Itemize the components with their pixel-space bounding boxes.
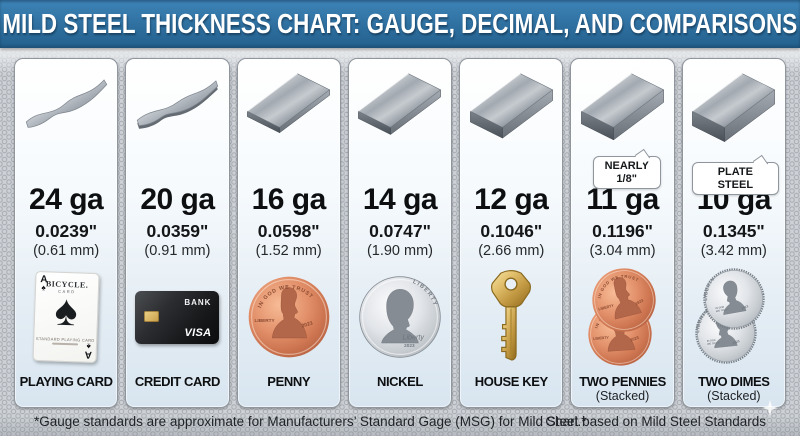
steel-plate-illustration — [238, 62, 340, 156]
steel-sheet-illustration — [126, 62, 228, 156]
thickness-mm: (3.42 mm) — [700, 243, 767, 259]
gauge-card-10ga: PLATE STEEL 10 ga 0.1345" (3.42 mm) TWO … — [681, 58, 786, 408]
steel-plate-icon — [247, 72, 331, 133]
gauge-card-11ga: NEARLY 1/8" 11 ga 0.1196" (3.04 mm) TWO … — [570, 58, 675, 408]
thickness-mm: (0.61 mm) — [33, 243, 100, 259]
thickness-inches: 0.0239" — [35, 221, 98, 241]
comparison-label: TWO DIMES — [698, 374, 770, 389]
steel-sheet-illustration — [15, 62, 117, 156]
comparison-label: CREDIT CARD — [134, 374, 221, 389]
micro-text-bar — [52, 342, 79, 346]
steel-sheet-thin-icon — [25, 78, 107, 128]
thickness-mm: (3.04 mm) — [589, 243, 656, 259]
steel-plate-illustration — [571, 62, 673, 156]
credit-card-icon: BANK VISA — [135, 290, 220, 344]
comparison-object — [683, 265, 785, 369]
gauge-value: 12 ga — [474, 183, 549, 216]
two-pennies-icon — [584, 267, 663, 367]
comparison-object: BANK VISA — [126, 265, 228, 369]
gauge-card-24ga: 24 ga 0.0239" (0.61 mm) A ♠ BICYCLE. CARD… — [14, 58, 119, 408]
comparison-label-area: TWO DIMES (Stacked) — [683, 374, 785, 404]
comparison-label: TWO PENNIES — [579, 374, 666, 389]
plate-steel-callout: PLATE STEEL — [691, 154, 779, 195]
gauge-value: 14 ga — [362, 183, 438, 216]
playing-card-icon: A ♠ BICYCLE. CARD ♠ STANDARD PLAYING CARD… — [32, 270, 100, 364]
house-key-icon — [491, 270, 532, 361]
comparison-sublabel: (Stacked) — [595, 389, 650, 403]
gauge-card-12ga: 12 ga 0.1046" (2.66 mm) HOUSE KEY — [459, 58, 564, 408]
gauge-cards-row: 24 ga 0.0239" (0.61 mm) A ♠ BICYCLE. CARD… — [14, 58, 786, 408]
gauge-card-14ga: 14 ga 0.0747" (1.90 mm) NICKEL — [347, 58, 453, 408]
steel-plate-icon — [580, 72, 665, 140]
steel-plate-illustration — [349, 62, 451, 156]
thickness-mm: (1.90 mm) — [366, 243, 434, 259]
thickness-mm: (0.91 mm) — [144, 243, 211, 259]
gauge-card-20ga: 20 ga 0.0359" (0.91 mm) BANK VISA CREDIT… — [125, 58, 230, 408]
comparison-label: PLAYING CARD — [19, 374, 113, 389]
card-corner-bottom-right: A ♠ — [84, 341, 93, 360]
thickness-inches: 0.1196" — [592, 221, 653, 241]
comparison-label: HOUSE KEY — [474, 374, 548, 389]
thickness-inches: 0.1345" — [702, 221, 765, 241]
comparison-object — [460, 265, 562, 369]
comparison-label-area: PENNY — [238, 374, 340, 389]
nickel-coin-icon — [359, 276, 441, 358]
header-bar: MILD STEEL THICKNESS CHART: GAUGE, DECIM… — [0, 0, 800, 48]
comparison-object — [238, 265, 340, 369]
big-spade-icon: ♠ — [54, 286, 79, 336]
comparison-label-area: NICKEL — [349, 374, 451, 389]
comparison-label-area: CREDIT CARD — [126, 374, 228, 389]
comparison-object: A ♠ BICYCLE. CARD ♠ STANDARD PLAYING CARD… — [15, 265, 117, 369]
visa-logo: VISA — [184, 326, 212, 339]
gauge-card-16ga: 16 ga 0.0598" (1.52 mm) PENNY — [236, 58, 341, 408]
penny-coin-icon — [247, 276, 330, 358]
thickness-inches: 0.0598" — [257, 221, 320, 241]
steel-plate-illustration — [460, 62, 562, 156]
comparison-label-area: HOUSE KEY — [460, 374, 562, 389]
steel-plate-icon — [358, 72, 442, 135]
footnote-gauge-standards: *Gauge standards are approximate for Man… — [34, 414, 587, 429]
gauge-value: 16 ga — [251, 183, 327, 216]
gauge-value: 20 ga — [140, 183, 215, 216]
thickness-mm: (1.52 mm) — [255, 243, 322, 259]
comparison-sublabel: (Stacked) — [707, 389, 761, 403]
thickness-inches: 0.0359" — [146, 221, 209, 241]
comparison-label: PENNY — [267, 374, 311, 389]
steel-plate-icon — [469, 72, 553, 139]
comparison-label: NICKEL — [376, 374, 423, 389]
page-title: MILD STEEL THICKNESS CHART: GAUGE, DECIM… — [2, 8, 798, 39]
card-chip-icon — [144, 310, 160, 322]
comparison-label-area: TWO PENNIES (Stacked) — [571, 374, 673, 404]
steel-sheet-thin-icon — [136, 79, 219, 129]
thickness-inches: 0.0747" — [369, 221, 431, 241]
thickness-mm: (2.66 mm) — [478, 243, 545, 259]
bank-label: BANK — [184, 297, 212, 307]
comparison-label-area: PLAYING CARD — [15, 374, 117, 389]
comparison-object — [571, 265, 673, 369]
steel-plate-illustration — [683, 62, 785, 156]
nearly-one-eighth-callout: NEARLY 1/8" — [592, 148, 661, 189]
two-dimes-icon — [691, 268, 770, 366]
gauge-value: 24 ga — [29, 183, 104, 216]
comparison-object — [349, 265, 451, 369]
chart-source-note: Chart based on Mild Steel Standards — [545, 414, 766, 429]
steel-plate-icon — [692, 72, 776, 142]
thickness-inches: 0.1046" — [480, 221, 543, 241]
